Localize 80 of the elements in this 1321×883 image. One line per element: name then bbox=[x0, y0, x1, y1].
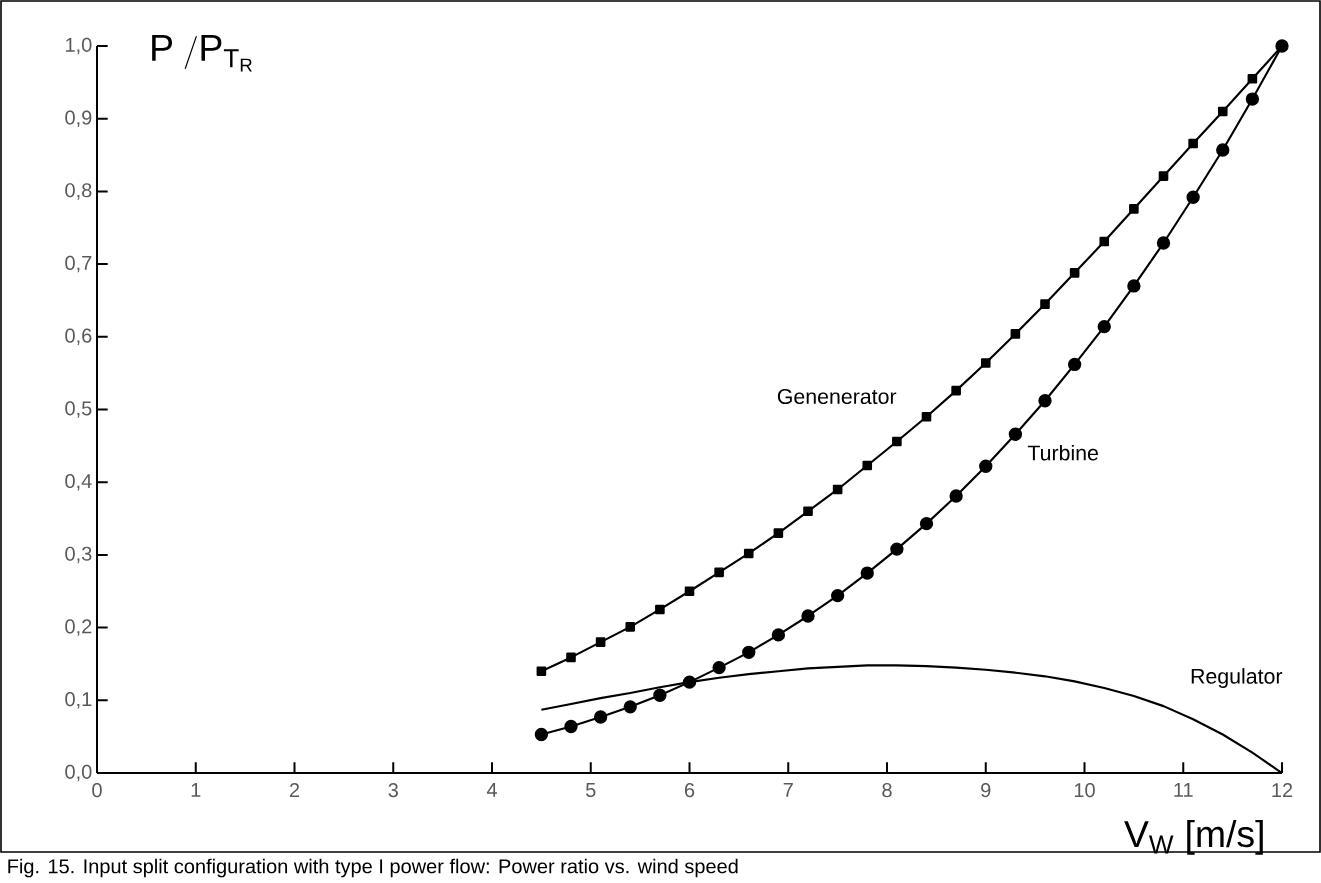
x-tick-label: 11 bbox=[1174, 783, 1193, 797]
point bbox=[714, 567, 724, 578]
y-tick-label: 0,1 bbox=[65, 692, 92, 709]
point bbox=[830, 588, 845, 603]
y-tick-label: 0,6 bbox=[65, 328, 92, 346]
x-tick-label: 6 bbox=[684, 783, 695, 798]
point bbox=[951, 385, 961, 396]
y-tick-label: 0,3 bbox=[65, 546, 92, 564]
point bbox=[919, 516, 934, 531]
point bbox=[1008, 427, 1023, 441]
x-tick-label: 12 bbox=[1272, 783, 1293, 798]
point bbox=[593, 710, 608, 724]
point bbox=[1010, 329, 1021, 339]
point bbox=[890, 542, 904, 556]
x-tick-label: 3 bbox=[388, 783, 398, 798]
point bbox=[682, 675, 697, 689]
point bbox=[742, 645, 756, 659]
point bbox=[536, 666, 547, 677]
series-label: Regulator bbox=[1191, 668, 1283, 689]
y-tick-label: 0,2 bbox=[65, 619, 92, 636]
point bbox=[625, 622, 636, 632]
point bbox=[862, 460, 873, 471]
x-tick-label: 1 bbox=[191, 783, 201, 797]
y-tick-label: 1,0 bbox=[66, 37, 92, 55]
point bbox=[1247, 73, 1258, 84]
point bbox=[1129, 204, 1139, 214]
point bbox=[1127, 279, 1141, 293]
point bbox=[892, 436, 902, 447]
point bbox=[595, 637, 606, 647]
point bbox=[773, 528, 784, 538]
caption: Fig. 15. Input split configuration with type I power flow: Power ratio vs. wind speed bbox=[8, 858, 738, 878]
point bbox=[1245, 92, 1260, 106]
point bbox=[921, 411, 932, 422]
point bbox=[684, 586, 695, 597]
x-tick-label: 5 bbox=[585, 783, 596, 797]
point bbox=[1040, 299, 1050, 309]
y-tick-label: 0,8 bbox=[65, 183, 92, 200]
point bbox=[1217, 106, 1228, 117]
point bbox=[771, 628, 786, 642]
point bbox=[1188, 138, 1198, 149]
x-tick-label: 10 bbox=[1074, 783, 1095, 798]
y-tick-label: 0,0 bbox=[65, 764, 92, 782]
x-tick-label: 0 bbox=[92, 783, 102, 798]
point bbox=[979, 459, 993, 473]
series-label: Turbine bbox=[1027, 444, 1098, 461]
y-tick-label: 0,7 bbox=[65, 255, 92, 273]
point bbox=[564, 719, 578, 734]
point bbox=[653, 688, 667, 702]
series-label: Genenerator bbox=[777, 388, 897, 405]
point bbox=[1216, 143, 1230, 157]
point bbox=[801, 609, 815, 623]
point bbox=[534, 727, 549, 742]
y-axis-title: $\mathrm{P\;/P_{T_{R}}}$ bbox=[152, 35, 252, 72]
x-tick-label: 2 bbox=[289, 783, 300, 798]
x-tick-label: 9 bbox=[981, 783, 991, 798]
point bbox=[623, 700, 637, 714]
point bbox=[980, 358, 991, 368]
x-axis-title: V$_{W}$ [m/s] bbox=[1124, 819, 1263, 855]
point bbox=[566, 652, 576, 663]
point bbox=[743, 548, 754, 559]
point bbox=[655, 604, 665, 615]
point bbox=[1156, 236, 1171, 250]
y-tick-label: 0,4 bbox=[65, 473, 92, 491]
point bbox=[832, 484, 843, 495]
point bbox=[712, 660, 726, 675]
point bbox=[1069, 268, 1080, 278]
point bbox=[1097, 319, 1111, 334]
point bbox=[1186, 190, 1200, 204]
y-tick-label: 0,9 bbox=[65, 110, 92, 127]
point bbox=[1099, 236, 1110, 247]
point bbox=[949, 489, 963, 503]
point bbox=[1067, 357, 1082, 372]
point bbox=[860, 566, 874, 580]
point bbox=[1158, 171, 1169, 181]
point bbox=[1038, 394, 1052, 408]
x-tick-label: 4 bbox=[486, 783, 497, 797]
x-tick-label: 8 bbox=[882, 783, 892, 798]
point bbox=[803, 506, 813, 517]
y-tick-label: 0,5 bbox=[65, 401, 92, 418]
x-tick-label: 7 bbox=[783, 783, 793, 797]
